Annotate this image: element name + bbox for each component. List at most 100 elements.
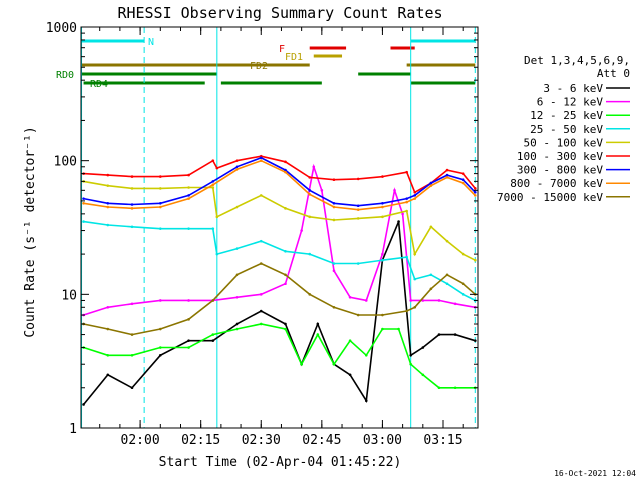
series-3-point-2 (130, 225, 134, 229)
series-8-point-6 (235, 273, 239, 277)
series-2-point-17 (421, 373, 425, 377)
series-7-point-12 (381, 205, 384, 209)
series-6-point-7 (259, 156, 263, 160)
series-5-point-11 (332, 178, 336, 182)
series-2-point-13 (364, 353, 368, 357)
series-2-point-5 (211, 333, 215, 336)
series-2-point-11 (332, 362, 336, 366)
series-7-point-8 (284, 170, 287, 174)
y-tick-label-3: 1000 (46, 21, 77, 36)
series-0-point-13 (364, 399, 368, 403)
series-line-7 (83, 159, 476, 211)
series-5-point-7 (235, 159, 239, 162)
series-1-point-2 (130, 302, 134, 306)
series-8-point-10 (332, 305, 336, 309)
series-1-point-10 (312, 165, 316, 169)
series-7-point-4 (187, 197, 190, 200)
series-8-point-13 (405, 309, 408, 313)
series-3-point-0 (82, 220, 85, 223)
series-5-point-1 (106, 173, 110, 177)
series-5-point-5 (211, 159, 215, 162)
series-2-point-9 (300, 362, 303, 366)
series-6-point-12 (381, 201, 384, 205)
legend-label-4: 50 - 100 keV (524, 136, 604, 149)
series-7-point-14 (413, 197, 417, 200)
series-1-point-16 (393, 189, 396, 192)
series-7-point-1 (106, 205, 110, 209)
series-1-point-8 (284, 282, 287, 286)
series-7-point-2 (130, 207, 134, 210)
series-4-point-13 (381, 215, 384, 219)
x-tick-label-0: 02:00 (121, 433, 160, 448)
series-8-point-17 (461, 282, 465, 286)
y-tick-label-0: 1 (69, 422, 77, 437)
series-0-point-18 (437, 333, 441, 336)
series-3-point-17 (445, 282, 449, 286)
series-1-point-9 (300, 229, 303, 232)
series-1-point-7 (259, 293, 263, 296)
series-5-point-19 (474, 187, 477, 190)
series-0-point-17 (421, 346, 425, 349)
series-2-point-6 (235, 327, 239, 331)
series-7-point-11 (356, 208, 360, 211)
y-tick-label-2: 100 (54, 155, 77, 170)
series-1-point-14 (364, 299, 368, 302)
series-3-point-10 (308, 252, 312, 256)
series-4-point-17 (445, 239, 449, 243)
series-2-point-3 (158, 346, 162, 349)
series-1-point-18 (409, 299, 412, 302)
series-7-point-5 (211, 183, 215, 187)
series-4-point-14 (405, 209, 408, 213)
series-1-point-11 (320, 189, 324, 192)
series-2-point-16 (409, 362, 412, 366)
series-0-point-0 (82, 403, 85, 406)
series-4-point-15 (413, 252, 417, 256)
series-8-point-9 (308, 293, 312, 296)
series-0-point-8 (284, 322, 287, 326)
series-7-point-0 (82, 201, 85, 205)
series-8-point-3 (158, 327, 162, 331)
series-7-point-13 (405, 200, 408, 204)
series-7-point-7 (259, 159, 263, 162)
series-5-point-3 (158, 175, 162, 178)
flag-label-fd2: FD2 (250, 61, 268, 72)
series-7-point-9 (308, 193, 312, 196)
legend-label-1: 6 - 12 keV (537, 96, 604, 109)
attenuator-info: Att 0 (597, 67, 630, 80)
series-3-point-15 (413, 277, 417, 281)
series-2-point-8 (284, 327, 287, 331)
series-3-point-8 (259, 239, 263, 243)
flag-label-f: F (279, 44, 285, 55)
series-0-point-5 (211, 339, 215, 342)
series-2-point-12 (348, 339, 352, 342)
series-5-point-10 (308, 176, 312, 179)
series-8-point-2 (130, 333, 134, 336)
legend-label-8: 7000 - 15000 keV (497, 191, 603, 204)
series-1-point-1 (106, 305, 110, 309)
series-4-point-8 (259, 194, 263, 197)
series-5-point-2 (130, 175, 134, 178)
series-8-point-7 (259, 262, 263, 265)
series-0-point-1 (106, 373, 110, 377)
footer-date: 16-Oct-2021 12:04 (554, 469, 636, 478)
x-tick-label-1: 02:15 (181, 433, 220, 448)
series-6-point-0 (82, 197, 85, 200)
series-3-point-13 (381, 258, 384, 262)
legend-label-2: 12 - 25 keV (530, 109, 603, 122)
series-1-point-4 (187, 299, 190, 302)
series-0-point-3 (158, 353, 162, 357)
series-5-point-18 (461, 172, 465, 175)
series-5-point-15 (413, 190, 417, 194)
series-0-point-7 (259, 309, 263, 313)
series-8-point-16 (445, 273, 449, 277)
legend-label-7: 800 - 7000 keV (510, 177, 603, 190)
chart-title: RHESSI Observing Summary Count Rates (117, 4, 442, 22)
series-6-point-8 (284, 168, 287, 172)
series-4-point-3 (158, 187, 162, 190)
series-2-point-10 (316, 333, 320, 336)
series-6-point-9 (308, 189, 312, 192)
series-line-5 (83, 155, 476, 194)
